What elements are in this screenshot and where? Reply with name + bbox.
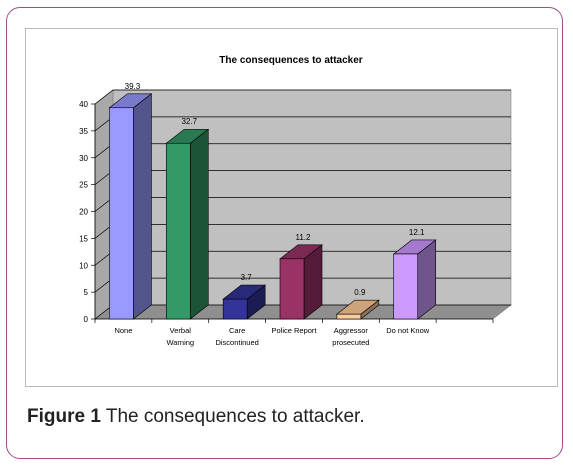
x-tick-label: Verbal Warning xyxy=(166,326,194,347)
caption-text: The consequences to attacker. xyxy=(100,406,365,427)
plot-area: 0 5 10 15 20 25 30 35 40 39.3 None 32.7 Verbal Warnin… xyxy=(79,82,512,347)
x-tick-label: None xyxy=(114,326,132,335)
bar-chart: The consequences to attacker 0 5 10 15 20 25 3… xyxy=(79,55,512,347)
x-tick-label-line: prosecuted xyxy=(332,338,369,347)
gridline xyxy=(94,89,511,105)
chart-container: The consequences to attacker 0 5 10 15 20 25 3… xyxy=(25,28,558,387)
x-tick-label: Do not Know xyxy=(386,326,430,335)
x-tick-label: Aggressor prosecuted xyxy=(332,326,369,347)
data-label: 11.2 xyxy=(296,233,312,242)
bar-police-report xyxy=(279,258,305,320)
x-tick-label-line: Do not Know xyxy=(386,326,430,335)
x-tick-label: Police Report xyxy=(271,326,317,335)
data-label: 39.3 xyxy=(125,82,141,91)
y-tick-label: 15 xyxy=(79,234,88,243)
bar-side xyxy=(133,93,152,320)
y-tick-label: 35 xyxy=(79,127,88,136)
x-tick-label-line: Police Report xyxy=(271,326,317,335)
y-tick-label: 0 xyxy=(84,315,89,324)
bar-verbal-warning xyxy=(165,142,191,320)
x-tick-label-line: Care xyxy=(229,326,245,335)
x-tick-label-line: Aggressor xyxy=(334,326,369,335)
x-tick-label-line: Discontinued xyxy=(215,338,258,347)
bar-care-discontinued xyxy=(222,298,248,320)
x-tick-label-line: None xyxy=(114,326,132,335)
y-tick-label: 40 xyxy=(79,100,88,109)
bar-do-not-know xyxy=(393,253,419,320)
x-tick-label-line: Verbal xyxy=(170,326,192,335)
x-tick-label-line: Warning xyxy=(166,338,194,347)
caption-label: Figure 1 xyxy=(27,406,101,427)
data-label: 0.9 xyxy=(354,288,366,297)
figure-frame: The consequences to attacker 0 5 10 15 20 25 3… xyxy=(6,7,563,459)
bar-aggressor-prosecuted xyxy=(336,313,362,320)
chart-title: The consequences to attacker xyxy=(219,55,362,66)
y-tick-label: 25 xyxy=(79,181,88,190)
y-tick-label: 20 xyxy=(79,208,88,217)
data-label: 3.7 xyxy=(241,273,253,282)
y-tick-label: 10 xyxy=(79,261,88,270)
bar-none xyxy=(109,107,134,320)
x-tick-label: Care Discontinued xyxy=(215,326,258,347)
y-tick-label: 30 xyxy=(79,154,88,163)
y-tick-label: 5 xyxy=(84,288,89,297)
data-label: 32.7 xyxy=(181,117,197,126)
bar-side xyxy=(189,128,209,320)
data-label: 12.1 xyxy=(409,228,425,237)
figure-caption: Figure 1 The consequences to attacker. xyxy=(27,406,365,428)
